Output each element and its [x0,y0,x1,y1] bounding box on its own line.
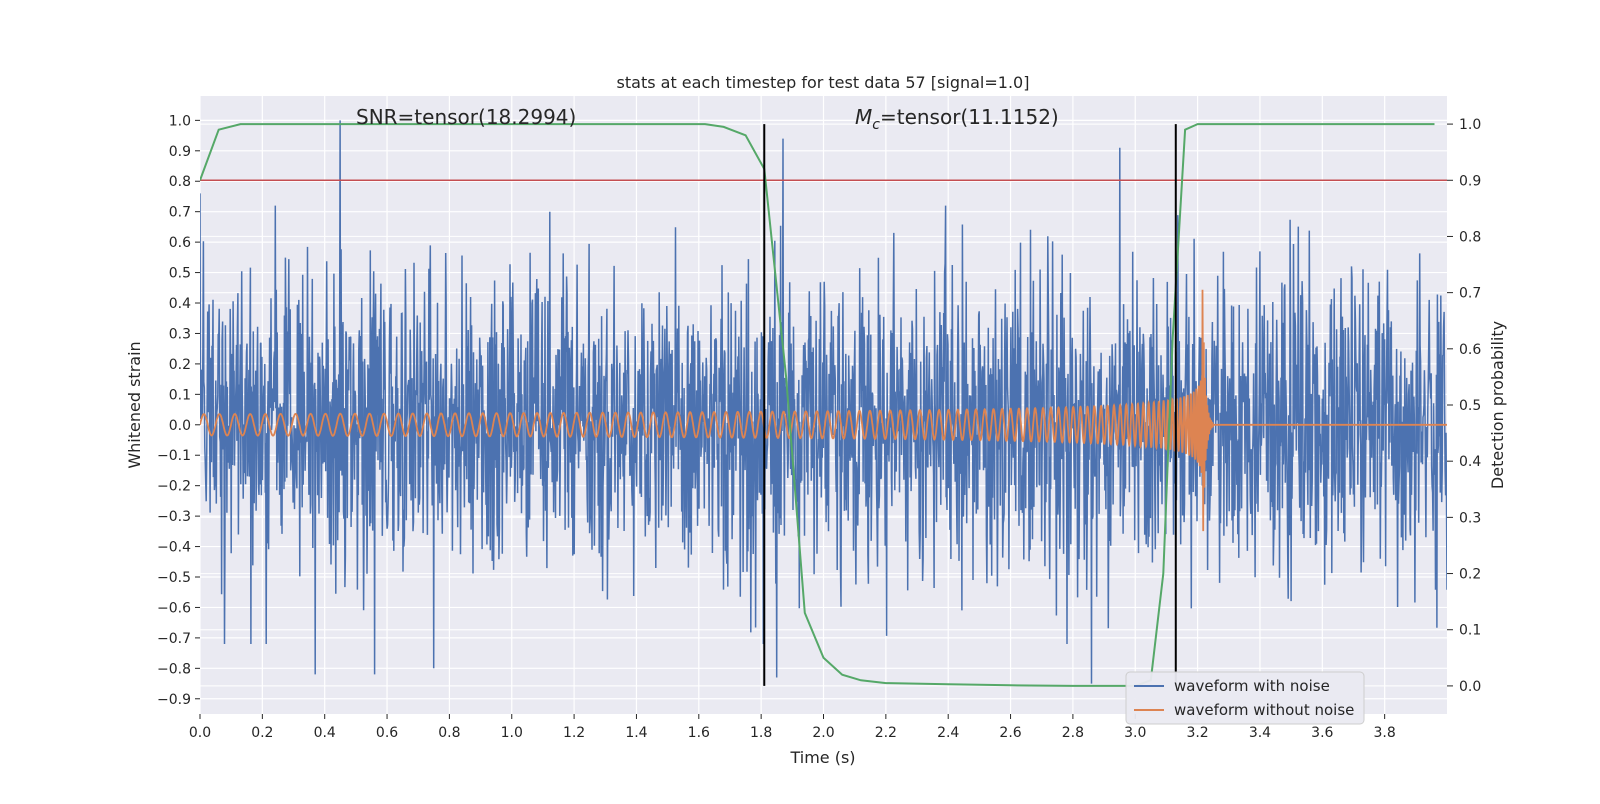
y-tick-label-left: 0.3 [169,326,191,342]
mc-subscript: c [872,117,880,133]
x-tick-label: 2.4 [937,725,959,741]
x-tick-label: 1.0 [501,725,523,741]
y-tick-label-left: −0.9 [157,692,191,708]
y-tick-label-left: −0.1 [157,448,191,464]
y-tick-label-right: 0.3 [1459,510,1481,526]
y-tick-label-right: 0.4 [1459,454,1481,470]
x-tick-label: 3.2 [1186,725,1208,741]
x-tick-label: 3.0 [1124,725,1146,741]
series-waveform-without-noise [200,289,1447,532]
mc-value: =tensor(11.1152) [880,105,1059,129]
y-tick-label-left: −0.4 [157,540,191,556]
x-tick-label: 1.6 [688,725,710,741]
y-tick-label-left: 0.4 [169,296,191,312]
y-tick-label-right: 0.5 [1459,398,1481,414]
x-tick-label: 2.6 [999,725,1021,741]
y-tick-label-left: 0.8 [169,174,191,190]
x-tick-label: 3.4 [1249,725,1271,741]
axes: 0.0 0.2 0.4 0.6 0.8 1.0 1.2 1.4 1.6 1.8 2.0 2.2 2.4 2… [157,113,1481,741]
y-axis-label-right: Detection probability [1488,321,1507,489]
y-tick-label-left: −0.6 [157,600,191,616]
x-tick-label: 3.6 [1311,725,1333,741]
y-tick-label-left: −0.3 [157,509,191,525]
legend: waveform with noise waveform without noi… [1125,671,1365,725]
series-waveform-with-noise [200,120,1447,684]
y-tick-label-left: −0.8 [157,661,191,677]
y-axis-label-left: Whitened strain [125,341,144,468]
x-tick-label: 0.6 [376,725,398,741]
x-tick-label: 1.8 [750,725,772,741]
x-tick-label: 0.2 [251,725,273,741]
mc-annotation: Mc=tensor(11.1152) [855,105,1059,133]
y-tick-label-right: 1.0 [1459,117,1481,133]
x-tick-label: 2.0 [812,725,834,741]
y-tick-label-right: 0.9 [1459,173,1481,189]
x-tick-label: 0.0 [189,725,211,741]
x-tick-label: 2.2 [875,725,897,741]
x-tick-label: 2.8 [1062,725,1084,741]
y-tick-label-right: 0.8 [1459,229,1481,245]
legend-box [1125,671,1365,725]
y-tick-label-left: 0.5 [169,266,191,282]
legend-label-noise: waveform with noise [1174,677,1330,695]
y-tick-label-left: 0.0 [169,418,191,434]
y-tick-label-right: 0.1 [1459,623,1481,639]
x-tick-label: 1.4 [625,725,647,741]
series-detection-probability [200,123,1435,687]
chart-title: stats at each timestep for test data 57 … [617,73,1030,92]
x-axis-label: Time (s) [789,748,855,767]
x-tick-label: 3.8 [1374,725,1396,741]
y-tick-label-left: 0.1 [169,387,191,403]
x-tick-label: 0.4 [314,725,336,741]
y-tick-label-right: 0.2 [1459,567,1481,583]
y-tick-label-right: 0.6 [1459,342,1481,358]
y-tick-label-left: 0.7 [169,205,191,221]
y-tick-label-left: −0.2 [157,479,191,495]
mc-symbol: M [855,105,872,129]
series-layer [200,120,1447,687]
y-tick-label-right: 0.0 [1459,679,1481,695]
snr-annotation: SNR=tensor(18.2994) [356,105,576,129]
legend-label-clean: waveform without noise [1174,701,1354,719]
y-tick-label-left: −0.7 [157,631,191,647]
y-tick-label-left: 1.0 [169,113,191,129]
y-tick-label-left: 0.9 [169,144,191,160]
y-tick-label-left: 0.6 [169,235,191,251]
y-tick-label-left: −0.5 [157,570,191,586]
x-tick-label: 0.8 [438,725,460,741]
y-tick-label-right: 0.7 [1459,286,1481,302]
x-tick-label: 1.2 [563,725,585,741]
y-tick-label-left: 0.2 [169,357,191,373]
